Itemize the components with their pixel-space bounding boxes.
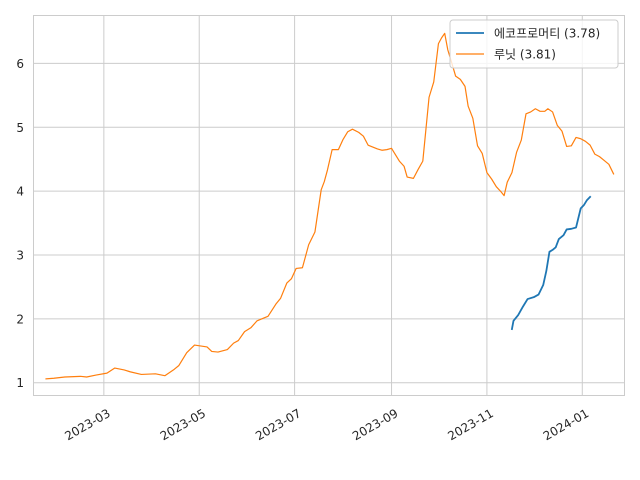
y-tick-label: 4 xyxy=(16,185,24,199)
series-line-1 xyxy=(45,32,615,380)
y-tick-label: 1 xyxy=(16,376,24,390)
legend-label-series-1: 루닛 (3.81) xyxy=(494,48,556,62)
plot-area-frame xyxy=(33,15,625,396)
series-line-0 xyxy=(510,195,592,331)
y-tick-label: 3 xyxy=(16,248,24,262)
legend-frame xyxy=(449,19,619,69)
legend-label-series-0: 에코프로머티 (3.78) xyxy=(494,27,600,41)
y-tick-label: 6 xyxy=(16,57,24,71)
series-layer xyxy=(45,32,615,380)
y-tick-label: 5 xyxy=(16,121,24,135)
y-axis-ticks: 1 2 3 4 5 6 xyxy=(16,57,24,390)
y-tick-label: 2 xyxy=(16,312,24,326)
legend: 에코프로머티 (3.78) 루닛 (3.81) xyxy=(449,19,619,69)
